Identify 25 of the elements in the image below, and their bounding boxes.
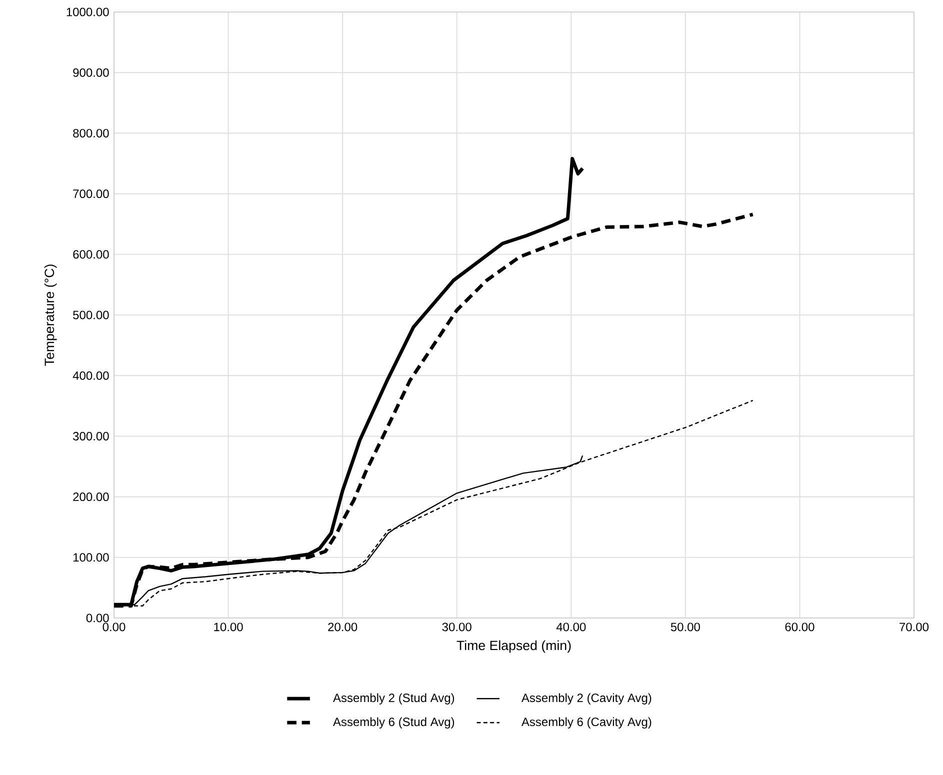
- x-tick-label: 70.00: [900, 622, 929, 632]
- y-tick-label: 800.00: [73, 128, 109, 138]
- legend-label: Assembly 2 (Stud Avg): [333, 693, 454, 704]
- legend-label: Assembly 6 (Stud Avg): [333, 717, 454, 728]
- x-tick-label: 60.00: [785, 622, 814, 632]
- legend-label: Assembly 2 (Cavity Avg): [521, 693, 652, 704]
- x-axis-title: Time Elapsed (min): [456, 640, 571, 653]
- y-tick-label: 300.00: [73, 432, 109, 440]
- legend-label: Assembly 6 (Cavity Avg): [521, 717, 652, 728]
- y-tick-label: 100.00: [74, 553, 109, 562]
- y-tick-label: 600.00: [73, 250, 109, 259]
- x-tick-label: 0.00: [102, 622, 126, 632]
- x-tick-label: 30.00: [442, 622, 472, 632]
- y-tick-label: 700.00: [73, 190, 109, 198]
- y-tick-label: 1000.00: [66, 8, 109, 16]
- y-tick-label: 500.00: [73, 310, 109, 320]
- x-tick-label: 40.00: [556, 622, 586, 632]
- y-tick-label: 900.00: [73, 68, 109, 77]
- y-axis-title: Temperature (°C): [44, 264, 57, 366]
- x-tick-label: 20.00: [328, 622, 358, 632]
- y-tick-label: 0.00: [86, 614, 109, 622]
- y-tick-label: 400.00: [72, 371, 109, 380]
- x-tick-label: 10.00: [214, 622, 243, 632]
- y-tick-label: 200.00: [73, 492, 109, 502]
- x-tick-label: 50.00: [670, 622, 700, 632]
